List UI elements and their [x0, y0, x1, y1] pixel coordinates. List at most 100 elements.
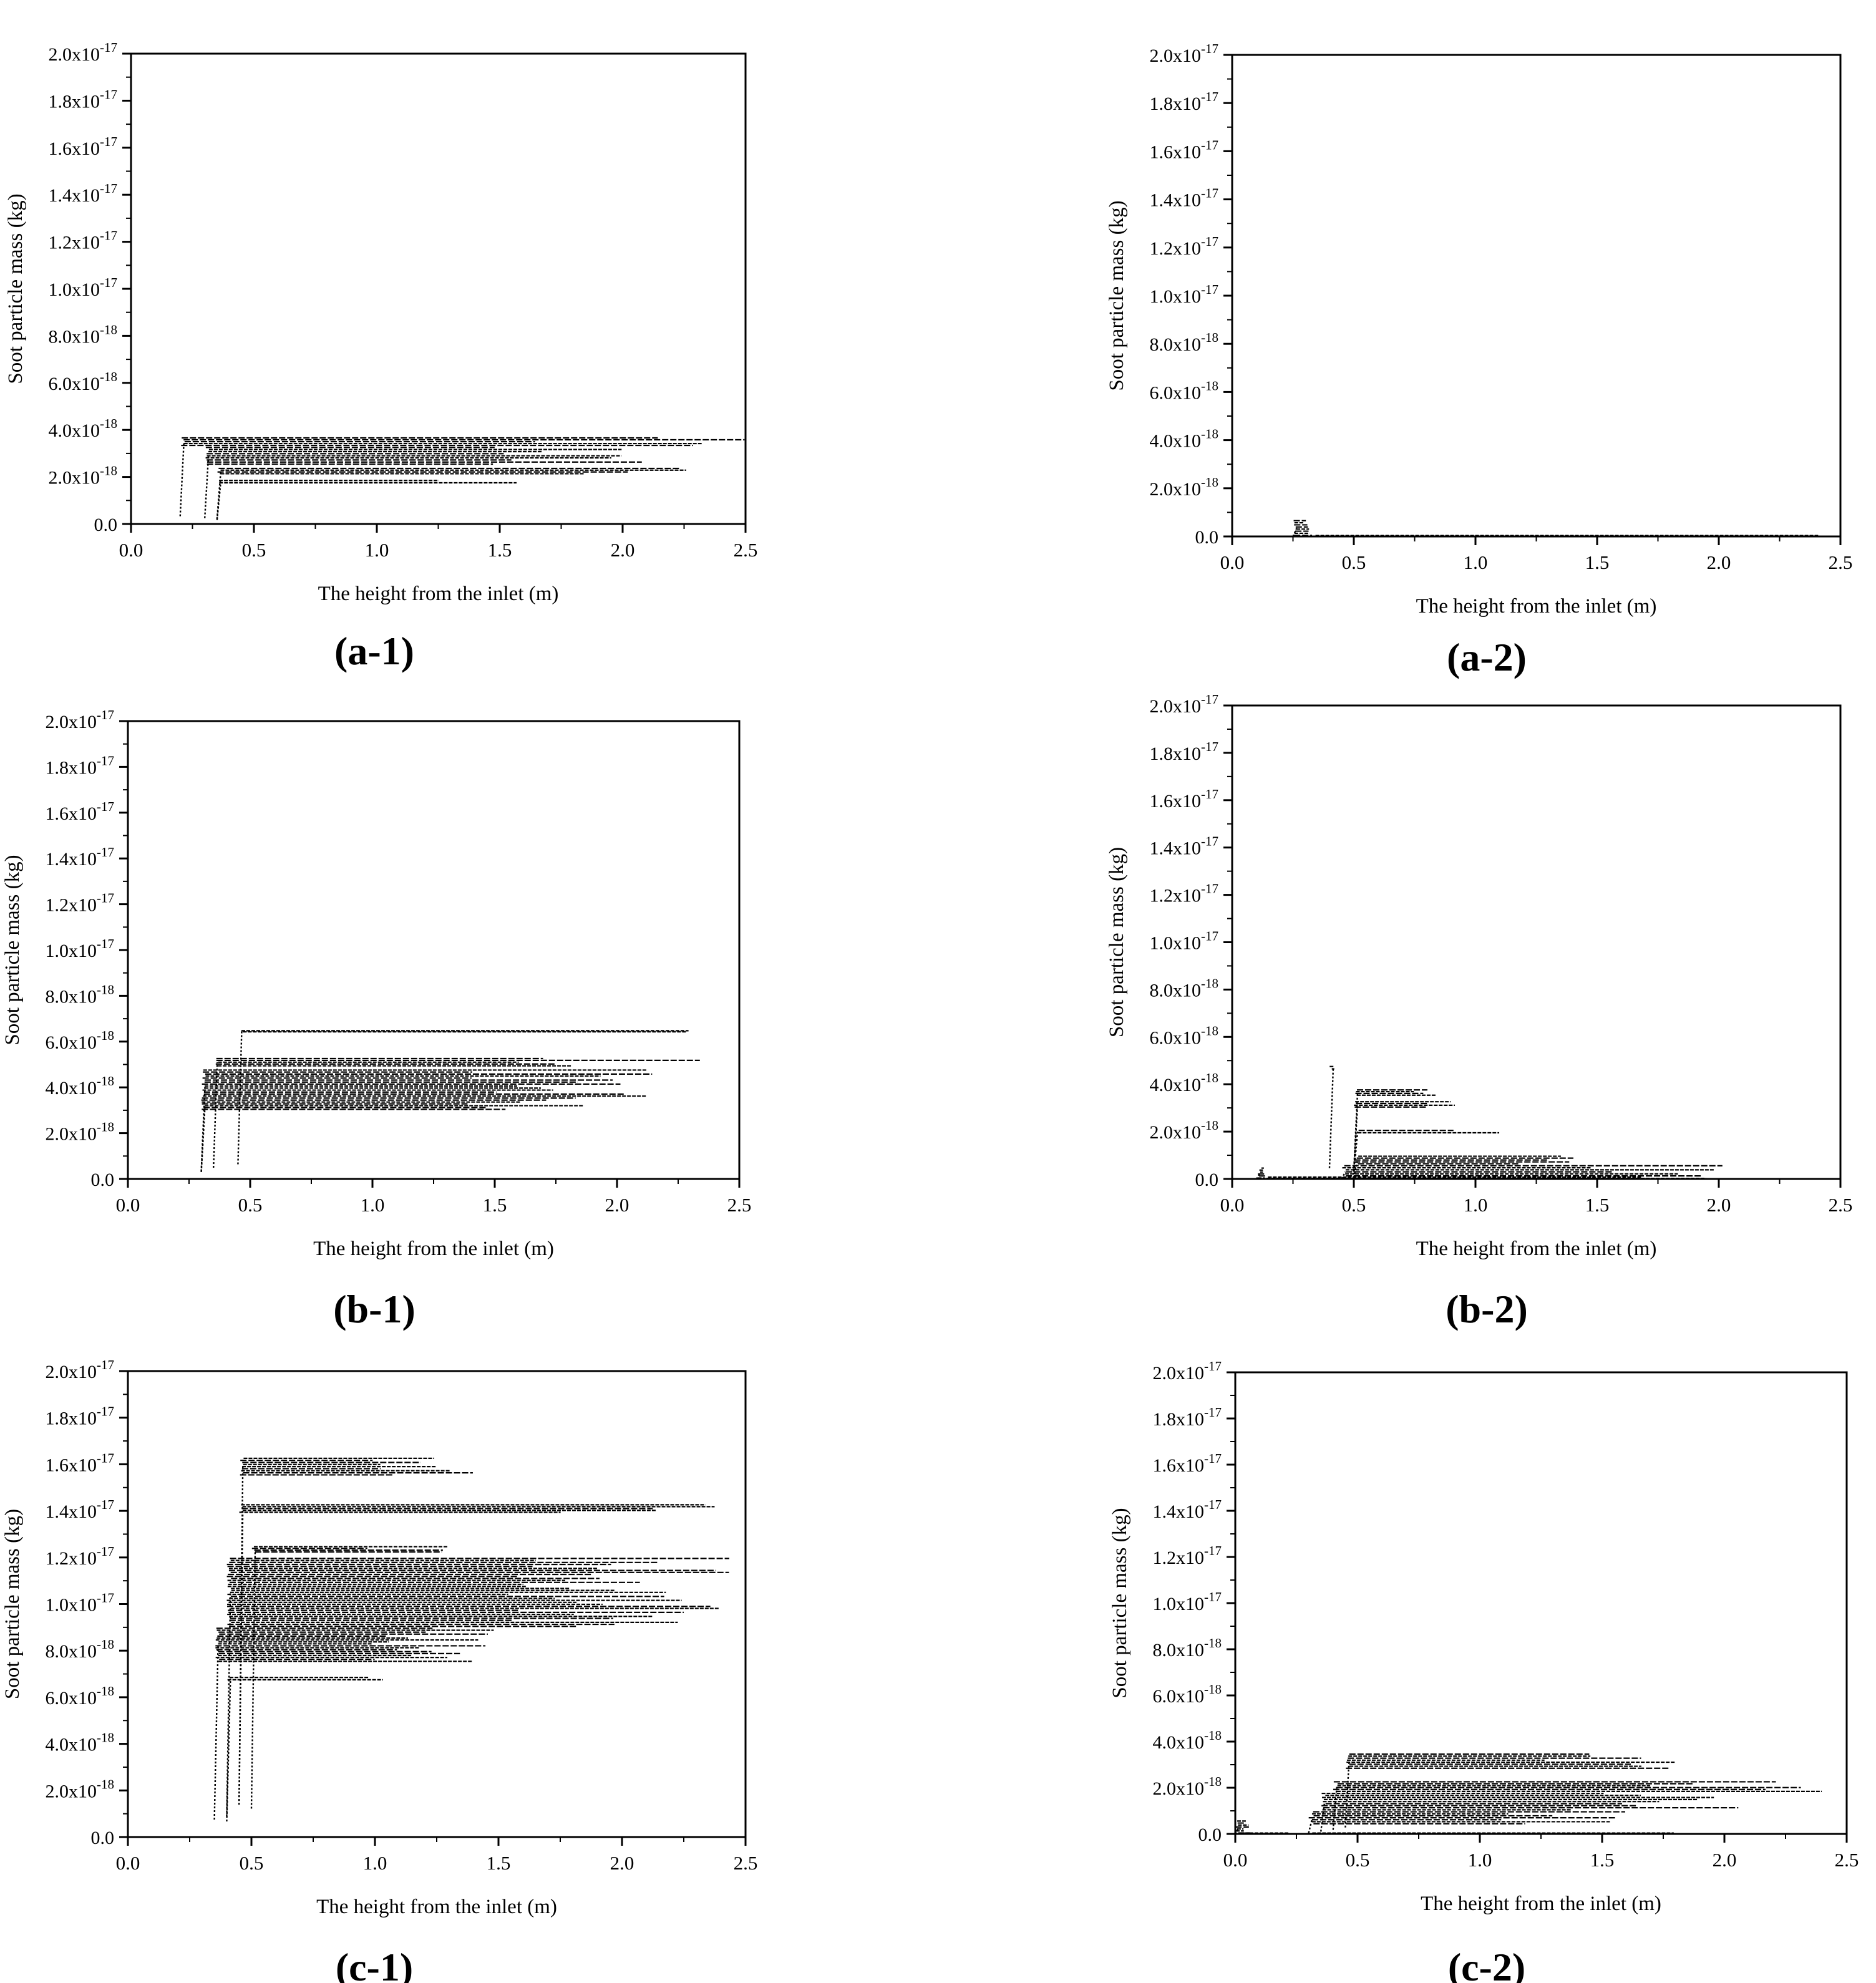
y-tick-exponent: -17 — [100, 181, 117, 196]
y-tick-mantissa: 1.8x10 — [1150, 94, 1202, 114]
y-tick-exponent: -18 — [100, 463, 117, 478]
y-tick-mantissa: 6.0x10 — [1150, 1027, 1202, 1048]
y-tick-mantissa: 2.0x10 — [46, 1362, 97, 1382]
y-tick-label: 8.0x10-18 — [1150, 330, 1219, 355]
y-tick-label: 1.8x10-17 — [1150, 739, 1219, 764]
y-tick-label: 1.6x10-17 — [46, 799, 115, 824]
x-tick-label: 1.0 — [363, 1852, 387, 1874]
panel-label: (a-2) — [1447, 635, 1527, 679]
chart-panel-b-1: 0.02.0x10-184.0x10-186.0x10-188.0x10-181… — [1, 707, 751, 1331]
y-tick-mantissa: 8.0x10 — [46, 986, 97, 1007]
y-tick-exponent: -18 — [97, 982, 114, 997]
y-tick-exponent: -18 — [97, 1777, 114, 1791]
y-tick-label: 1.6x10-17 — [49, 134, 118, 159]
y-tick-exponent: -17 — [1201, 186, 1218, 201]
y-tick-label: 0.0 — [1198, 1825, 1222, 1845]
y-tick-label: 0.0 — [94, 515, 118, 535]
particle-growth-segment — [238, 1508, 244, 1805]
y-tick-label: 2.0x10-17 — [46, 707, 115, 732]
y-tick-label: 6.0x10-18 — [49, 369, 118, 394]
y-tick-label: 1.0x10-17 — [49, 275, 118, 300]
y-tick-exponent: -18 — [1201, 378, 1218, 393]
series-marks — [1255, 1065, 1723, 1180]
y-tick-label: 0.0 — [91, 1828, 115, 1848]
panel-label: (c-1) — [336, 1945, 413, 1983]
x-tick-label: 0.5 — [1342, 1194, 1366, 1216]
y-tick-label: 1.6x10-17 — [1150, 787, 1219, 812]
y-tick-label: 2.0x10-18 — [1150, 1118, 1219, 1143]
y-tick-mantissa: 6.0x10 — [1150, 382, 1202, 403]
particle-growth-segment — [1266, 1176, 1270, 1180]
particle-growth-segment — [1255, 1172, 1261, 1180]
particle-growth-segment — [226, 1678, 231, 1822]
y-tick-exponent: -17 — [1204, 1451, 1222, 1466]
particle-track-band — [1266, 1176, 1706, 1180]
y-tick-label: 2.0x10-18 — [1150, 475, 1219, 500]
y-tick-exponent: -17 — [100, 87, 117, 102]
y-tick-exponent: -17 — [1201, 787, 1218, 802]
y-tick-label: 1.0x10-17 — [1150, 282, 1219, 307]
x-tick-label: 1.0 — [1464, 551, 1488, 573]
y-tick-mantissa: 0.0 — [94, 515, 118, 535]
chart-panel-c-1: 0.02.0x10-184.0x10-186.0x10-188.0x10-181… — [1, 1357, 757, 1983]
y-tick-mantissa: 1.0x10 — [1153, 1594, 1205, 1614]
x-tick-label: 0.5 — [242, 539, 266, 561]
chart-panel-b-2: 0.02.0x10-184.0x10-186.0x10-188.0x10-181… — [1106, 692, 1852, 1331]
y-tick-mantissa: 8.0x10 — [1150, 334, 1202, 355]
y-axis-label: Soot particle mass (kg) — [1, 1509, 24, 1699]
y-tick-mantissa: 8.0x10 — [49, 326, 100, 347]
y-tick-exponent: -18 — [1201, 976, 1218, 991]
particle-track-band — [226, 1558, 729, 1816]
particle-track-band — [1332, 1781, 1822, 1830]
particle-growth-segment — [216, 482, 222, 520]
y-tick-mantissa: 1.0x10 — [1150, 933, 1202, 954]
y-tick-mantissa: 2.0x10 — [46, 712, 97, 732]
y-tick-mantissa: 6.0x10 — [46, 1688, 97, 1709]
particle-growth-segment — [213, 1644, 219, 1820]
particle-growth-segment — [1353, 1160, 1359, 1178]
y-tick-mantissa: 1.6x10 — [1153, 1455, 1205, 1476]
particle-track-band — [213, 1057, 700, 1168]
y-tick-mantissa: 2.0x10 — [46, 1124, 97, 1145]
y-tick-mantissa: 1.4x10 — [1150, 190, 1202, 211]
y-tick-label: 1.4x10-17 — [1150, 834, 1219, 859]
y-tick-mantissa: 1.2x10 — [1153, 1548, 1205, 1568]
y-tick-mantissa: 1.0x10 — [46, 941, 97, 961]
y-tick-mantissa: 4.0x10 — [46, 1735, 97, 1755]
particle-track-band — [204, 447, 642, 518]
particle-track-band — [1308, 1811, 1625, 1833]
y-tick-label: 1.4x10-17 — [49, 181, 118, 206]
y-tick-exponent: -17 — [1201, 89, 1218, 104]
y-tick-mantissa: 1.4x10 — [1153, 1501, 1205, 1522]
y-tick-mantissa: 0.0 — [91, 1828, 115, 1848]
y-tick-label: 8.0x10-18 — [1150, 976, 1219, 1001]
y-tick-label: 8.0x10-18 — [49, 322, 118, 347]
x-tick-label: 0.5 — [1342, 551, 1366, 573]
y-tick-label: 1.2x10-17 — [1153, 1543, 1222, 1568]
y-tick-mantissa: 1.4x10 — [46, 1501, 97, 1522]
y-tick-exponent: -17 — [1201, 739, 1218, 754]
y-tick-mantissa: 2.0x10 — [49, 44, 100, 65]
x-axis-label: The height from the inlet (m) — [318, 583, 559, 605]
panel-label: (b-2) — [1446, 1287, 1528, 1331]
y-tick-mantissa: 1.6x10 — [1150, 791, 1202, 812]
y-tick-label: 6.0x10-18 — [1153, 1682, 1222, 1707]
y-tick-mantissa: 4.0x10 — [49, 420, 100, 441]
y-tick-mantissa: 1.8x10 — [46, 757, 97, 778]
plot-frame — [1231, 704, 1842, 1180]
plot-frame — [1231, 54, 1842, 538]
y-tick-mantissa: 1.6x10 — [1150, 142, 1202, 162]
series-marks — [200, 1030, 700, 1173]
y-tick-exponent: -17 — [97, 1357, 114, 1372]
y-tick-exponent: -17 — [97, 1404, 114, 1419]
y-tick-label: 6.0x10-18 — [1150, 1023, 1219, 1048]
y-tick-exponent: -18 — [1201, 1118, 1218, 1133]
y-tick-exponent: -17 — [97, 753, 114, 768]
x-axis-label: The height from the inlet (m) — [1416, 1238, 1657, 1260]
particle-track-band — [200, 1069, 653, 1171]
particle-growth-segment — [200, 1085, 206, 1171]
y-tick-label: 1.4x10-17 — [1153, 1497, 1222, 1522]
particle-track-band — [200, 1101, 585, 1173]
y-tick-label: 1.8x10-17 — [1150, 89, 1219, 114]
plot-frame — [127, 1370, 747, 1838]
